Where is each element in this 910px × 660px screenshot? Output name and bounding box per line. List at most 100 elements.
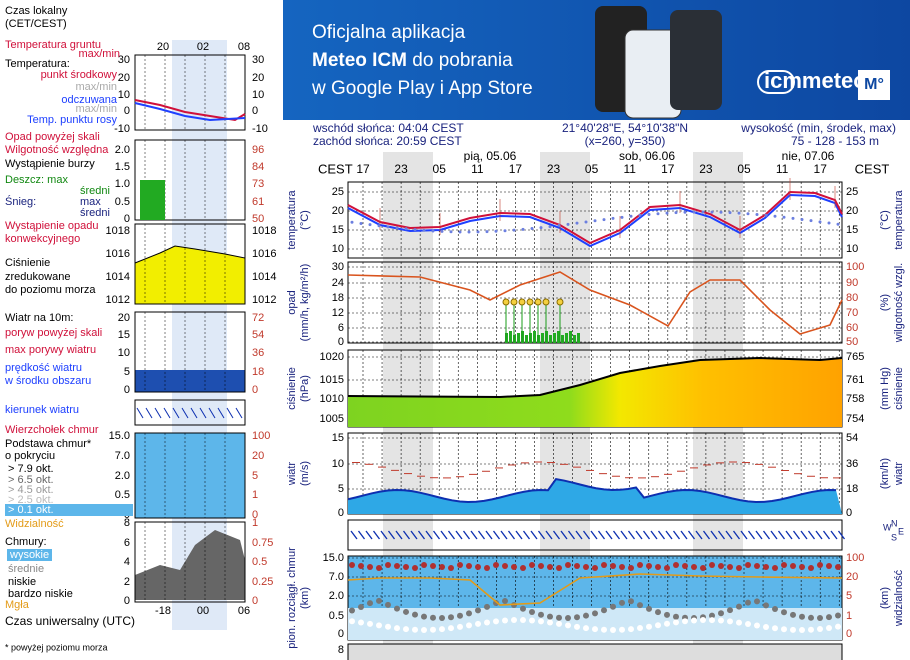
cloud-base bbox=[799, 613, 805, 620]
hour-label: 23 bbox=[394, 162, 408, 176]
cloud-base bbox=[565, 622, 571, 629]
dew-point bbox=[494, 229, 498, 233]
hour-label: 11 bbox=[471, 162, 484, 176]
hour-label: 05 bbox=[737, 162, 751, 176]
wind-arrow bbox=[612, 530, 621, 540]
mini-tick: 0 bbox=[252, 509, 258, 521]
wind-arrow bbox=[365, 530, 373, 540]
wind-arrow bbox=[560, 530, 568, 540]
rain-bar bbox=[553, 333, 556, 343]
wind-arrow bbox=[680, 530, 688, 540]
dew-point bbox=[521, 227, 525, 231]
cloud-base bbox=[484, 603, 490, 610]
storm bbox=[556, 298, 564, 306]
wind-arrow bbox=[740, 530, 748, 540]
mini-tick: 100 bbox=[252, 430, 270, 442]
legend-text: w środku obszaru bbox=[4, 375, 91, 387]
wind-arrow bbox=[154, 407, 162, 419]
mini-tick: 1016 bbox=[252, 248, 276, 260]
cloud-base bbox=[628, 598, 634, 605]
cloud-base bbox=[718, 617, 724, 624]
wind-arrow bbox=[755, 530, 763, 540]
cloud-base bbox=[601, 607, 607, 614]
y-tick-label: 0 bbox=[338, 336, 344, 348]
cloud-top bbox=[457, 562, 463, 568]
cloud-base bbox=[349, 618, 355, 625]
cloud-base bbox=[376, 597, 382, 604]
cloud-top bbox=[574, 563, 580, 569]
cloud-top bbox=[682, 563, 688, 569]
legend-text: Wierzchołek chmur bbox=[5, 424, 99, 436]
wind-arrow bbox=[545, 530, 553, 540]
y2-tick-label: 761 bbox=[846, 374, 864, 386]
dew-point bbox=[359, 221, 363, 225]
cloud-top bbox=[430, 563, 436, 569]
wind-arrow bbox=[485, 530, 493, 540]
cloud-top bbox=[709, 562, 715, 568]
dew-point bbox=[557, 223, 561, 227]
mini-tick: 72 bbox=[252, 312, 264, 324]
mini-tick: 54 bbox=[252, 329, 264, 341]
cloud-base bbox=[448, 625, 454, 632]
mini-tick: 1016 bbox=[106, 248, 130, 260]
mini-tick: 1014 bbox=[252, 271, 276, 283]
y2-tick-label: 100 bbox=[846, 261, 864, 273]
wind-arrow bbox=[432, 530, 441, 540]
visibility-line bbox=[347, 573, 843, 606]
wind-arrow bbox=[657, 530, 666, 540]
cloud-top bbox=[367, 564, 373, 570]
cloud-top bbox=[781, 562, 787, 568]
legend-text: Deszcz: max bbox=[5, 174, 68, 186]
cloud-base bbox=[727, 607, 733, 614]
cloud-base bbox=[529, 617, 535, 624]
cloud-base bbox=[376, 622, 382, 629]
rain-bar bbox=[561, 335, 564, 343]
y2-tick-label: 758 bbox=[846, 393, 864, 405]
rain-bar bbox=[509, 331, 512, 343]
storm bbox=[502, 298, 510, 306]
legend-text: średni bbox=[80, 207, 110, 219]
cloud-top bbox=[700, 565, 706, 571]
cloud-top bbox=[628, 565, 634, 571]
mini-tick: 5 bbox=[252, 470, 258, 482]
cloud-base bbox=[502, 598, 508, 605]
y-tick-label: 0 bbox=[338, 628, 344, 640]
cloud-base bbox=[448, 614, 454, 621]
cloud-top bbox=[583, 564, 589, 570]
wind-arrow bbox=[530, 530, 538, 540]
wind-arrow bbox=[815, 530, 823, 540]
mini-tick: 0.5 bbox=[115, 489, 130, 501]
y-tick-label: 15 bbox=[332, 432, 344, 444]
legend-text: zredukowane bbox=[5, 271, 70, 283]
axis-label: (°C) bbox=[879, 210, 891, 230]
cloud-base bbox=[619, 599, 625, 606]
dew-point bbox=[800, 217, 804, 221]
legend-text: Mgła bbox=[5, 599, 30, 611]
wind-arrow bbox=[575, 530, 583, 540]
dew-point bbox=[620, 215, 624, 219]
mini-hour: 08 bbox=[238, 41, 250, 53]
dew-point bbox=[755, 212, 759, 216]
cloud-base bbox=[529, 609, 535, 616]
rain-bar bbox=[533, 331, 536, 343]
axis-label: (°C) bbox=[299, 210, 311, 230]
cloud-top bbox=[745, 562, 751, 568]
legend-text: max porywy wiatru bbox=[5, 344, 96, 356]
cloud-base bbox=[574, 623, 580, 630]
dew-point bbox=[818, 220, 822, 224]
legend-box bbox=[7, 549, 52, 561]
cloud-base bbox=[691, 617, 697, 624]
mini-tick: 0 bbox=[124, 384, 130, 396]
wind-arrow bbox=[597, 530, 606, 540]
legend-text: max/min bbox=[75, 103, 117, 115]
dew-point bbox=[827, 221, 831, 225]
wind-arrow bbox=[395, 530, 403, 540]
cloud-top bbox=[736, 565, 742, 571]
dew-point bbox=[395, 226, 399, 230]
cloud-base bbox=[799, 626, 805, 633]
cloud-base bbox=[637, 602, 643, 609]
cloud-base bbox=[835, 623, 841, 630]
wind-arrow bbox=[605, 530, 613, 540]
mini-frame bbox=[134, 521, 246, 603]
wind-arrow bbox=[785, 530, 793, 540]
